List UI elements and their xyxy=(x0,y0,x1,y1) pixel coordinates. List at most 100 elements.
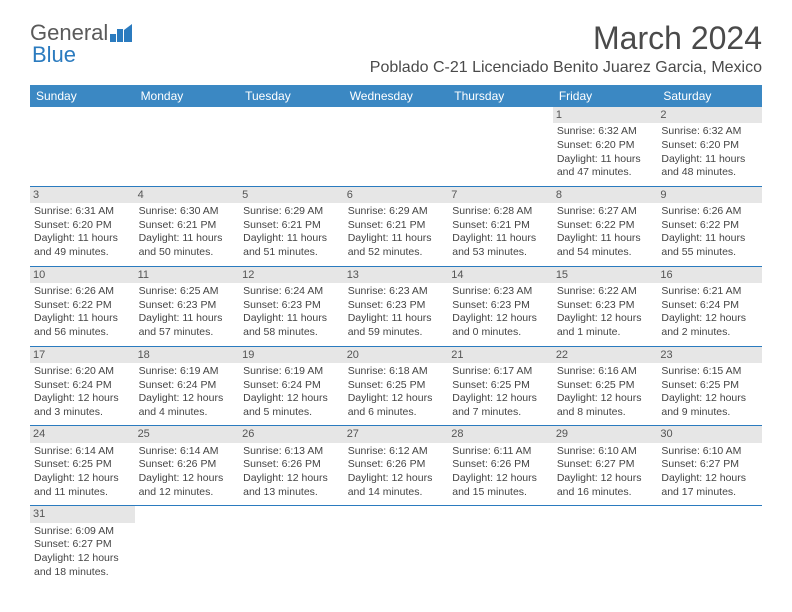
day-detail: and 4 minutes. xyxy=(139,406,236,420)
day-detail: Sunrise: 6:28 AM xyxy=(452,205,549,219)
day-detail: Sunset: 6:27 PM xyxy=(661,458,758,472)
day-detail: and 12 minutes. xyxy=(139,486,236,500)
calendar-cell: 6Sunrise: 6:29 AMSunset: 6:21 PMDaylight… xyxy=(344,186,449,266)
day-detail: and 15 minutes. xyxy=(452,486,549,500)
calendar-row: 17Sunrise: 6:20 AMSunset: 6:24 PMDayligh… xyxy=(30,346,762,426)
day-detail: Daylight: 12 hours xyxy=(243,472,340,486)
day-detail: Sunrise: 6:19 AM xyxy=(243,365,340,379)
day-detail: and 13 minutes. xyxy=(243,486,340,500)
day-detail: Daylight: 12 hours xyxy=(452,472,549,486)
day-number: 13 xyxy=(344,267,449,283)
calendar-cell: 7Sunrise: 6:28 AMSunset: 6:21 PMDaylight… xyxy=(448,186,553,266)
day-detail: Daylight: 12 hours xyxy=(557,392,654,406)
day-detail: and 3 minutes. xyxy=(34,406,131,420)
day-detail: Sunrise: 6:24 AM xyxy=(243,285,340,299)
day-detail: Sunset: 6:23 PM xyxy=(452,299,549,313)
header: General March 2024 Poblado C-21 Licencia… xyxy=(30,20,762,77)
calendar-table: SundayMondayTuesdayWednesdayThursdayFrid… xyxy=(30,85,762,585)
day-detail: and 58 minutes. xyxy=(243,326,340,340)
day-detail: Sunset: 6:24 PM xyxy=(139,379,236,393)
day-detail: Sunset: 6:24 PM xyxy=(243,379,340,393)
day-detail: Sunset: 6:25 PM xyxy=(557,379,654,393)
day-detail: and 16 minutes. xyxy=(557,486,654,500)
day-detail: and 49 minutes. xyxy=(34,246,131,260)
day-detail: and 1 minute. xyxy=(557,326,654,340)
calendar-cell: 17Sunrise: 6:20 AMSunset: 6:24 PMDayligh… xyxy=(30,346,135,426)
month-title: March 2024 xyxy=(370,20,762,57)
day-detail: Sunrise: 6:25 AM xyxy=(139,285,236,299)
day-detail: Daylight: 11 hours xyxy=(348,312,445,326)
day-detail: Sunset: 6:20 PM xyxy=(34,219,131,233)
day-detail: Sunrise: 6:20 AM xyxy=(34,365,131,379)
weekday-header: Wednesday xyxy=(344,85,449,107)
calendar-cell: 9Sunrise: 6:26 AMSunset: 6:22 PMDaylight… xyxy=(657,186,762,266)
day-detail: and 56 minutes. xyxy=(34,326,131,340)
weekday-header: Saturday xyxy=(657,85,762,107)
calendar-cell xyxy=(448,107,553,186)
day-number: 18 xyxy=(135,347,240,363)
location: Poblado C-21 Licenciado Benito Juarez Ga… xyxy=(370,59,762,77)
day-detail: and 47 minutes. xyxy=(557,166,654,180)
day-detail: Sunset: 6:25 PM xyxy=(452,379,549,393)
day-detail: and 9 minutes. xyxy=(661,406,758,420)
day-detail: Daylight: 12 hours xyxy=(452,312,549,326)
calendar-cell xyxy=(657,506,762,585)
day-detail: Sunrise: 6:09 AM xyxy=(34,525,131,539)
day-detail: Sunrise: 6:13 AM xyxy=(243,445,340,459)
day-detail: Sunrise: 6:32 AM xyxy=(557,125,654,139)
calendar-row: 10Sunrise: 6:26 AMSunset: 6:22 PMDayligh… xyxy=(30,266,762,346)
day-detail: Daylight: 11 hours xyxy=(34,312,131,326)
day-detail: and 52 minutes. xyxy=(348,246,445,260)
day-detail: Sunset: 6:25 PM xyxy=(348,379,445,393)
day-detail: Daylight: 12 hours xyxy=(243,392,340,406)
day-number: 1 xyxy=(553,107,658,123)
day-detail: Sunset: 6:22 PM xyxy=(557,219,654,233)
day-detail: Sunset: 6:27 PM xyxy=(557,458,654,472)
day-number: 21 xyxy=(448,347,553,363)
day-detail: and 48 minutes. xyxy=(661,166,758,180)
day-number: 19 xyxy=(239,347,344,363)
day-detail: Daylight: 12 hours xyxy=(452,392,549,406)
calendar-row: 1Sunrise: 6:32 AMSunset: 6:20 PMDaylight… xyxy=(30,107,762,186)
calendar-row: 31Sunrise: 6:09 AMSunset: 6:27 PMDayligh… xyxy=(30,506,762,585)
day-detail: Daylight: 11 hours xyxy=(139,312,236,326)
day-number: 20 xyxy=(344,347,449,363)
day-detail: Sunrise: 6:19 AM xyxy=(139,365,236,379)
calendar-cell: 19 Sunrise: 6:19 AMSunset: 6:24 PMDayligh… xyxy=(239,346,344,426)
day-number: 31 xyxy=(30,506,135,522)
day-detail: Daylight: 11 hours xyxy=(557,232,654,246)
day-detail: Daylight: 12 hours xyxy=(348,472,445,486)
day-detail: Daylight: 12 hours xyxy=(661,312,758,326)
day-detail: Sunset: 6:21 PM xyxy=(348,219,445,233)
calendar-cell: 15Sunrise: 6:22 AMSunset: 6:23 PMDayligh… xyxy=(553,266,658,346)
day-detail: Sunrise: 6:26 AM xyxy=(34,285,131,299)
day-detail: Sunrise: 6:22 AM xyxy=(557,285,654,299)
calendar-cell: 10Sunrise: 6:26 AMSunset: 6:22 PMDayligh… xyxy=(30,266,135,346)
day-detail: Sunrise: 6:10 AM xyxy=(661,445,758,459)
day-detail: Sunrise: 6:15 AM xyxy=(661,365,758,379)
calendar-cell: 27Sunrise: 6:12 AMSunset: 6:26 PMDayligh… xyxy=(344,426,449,506)
day-detail: Sunset: 6:25 PM xyxy=(661,379,758,393)
calendar-cell xyxy=(344,506,449,585)
day-number: 3 xyxy=(30,187,135,203)
day-detail: Sunset: 6:21 PM xyxy=(243,219,340,233)
day-detail: Sunrise: 6:31 AM xyxy=(34,205,131,219)
calendar-cell xyxy=(135,506,240,585)
calendar-cell: 30Sunrise: 6:10 AMSunset: 6:27 PMDayligh… xyxy=(657,426,762,506)
weekday-header: Thursday xyxy=(448,85,553,107)
day-detail: Sunset: 6:22 PM xyxy=(661,219,758,233)
day-number: 25 xyxy=(135,426,240,442)
day-detail: and 0 minutes. xyxy=(452,326,549,340)
day-detail: and 55 minutes. xyxy=(661,246,758,260)
day-detail: and 2 minutes. xyxy=(661,326,758,340)
calendar-row: 3 Sunrise: 6:31 AMSunset: 6:20 PM Daylight… xyxy=(30,186,762,266)
day-detail: Daylight: 11 hours xyxy=(139,232,236,246)
day-detail: and 50 minutes. xyxy=(139,246,236,260)
day-detail: and 59 minutes. xyxy=(348,326,445,340)
day-detail: and 7 minutes. xyxy=(452,406,549,420)
day-detail: Sunrise: 6:18 AM xyxy=(348,365,445,379)
day-detail: and 6 minutes. xyxy=(348,406,445,420)
calendar-cell xyxy=(553,506,658,585)
calendar-body: 1 Sunrise: 6:32 AM Sunset: 6:20 PM Daylight… xyxy=(30,107,762,585)
calendar-cell: 23Sunrise: 6:15 AMSunset: 6:25 PMDayligh… xyxy=(657,346,762,426)
